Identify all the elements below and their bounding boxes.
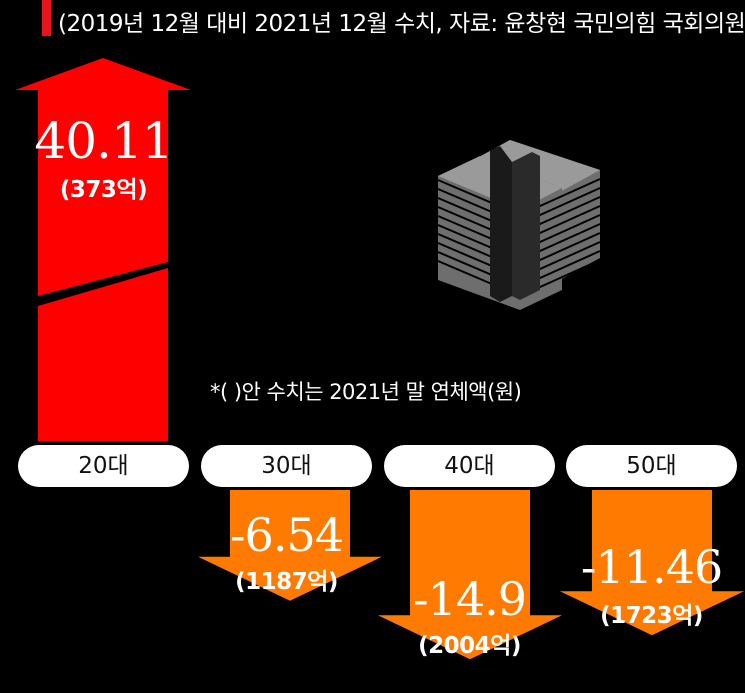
chart-subtitle: (2019년 12월 대비 2021년 12월 수치, 자료: 윤창현 국민의힘… [58,11,745,37]
amount-label: (2004억) [418,633,521,659]
data-label: -14.9 [413,572,527,626]
data-label: 40.11 [34,112,173,170]
data-label: -11.46 [580,540,723,594]
amount-label: (1723억) [600,603,703,629]
footnote: *( )안 수치는 2021년 말 연체액(원) [210,380,522,404]
amount-label: (1187억) [235,569,338,595]
bar-arrow-down [560,490,744,636]
category-label: 40대 [384,445,555,487]
bar-arrow-up [15,58,191,296]
bar-arrow-down [198,490,382,601]
money-stack-icon [437,140,601,310]
category-label: 20대 [18,445,189,487]
title-marker [42,0,51,36]
category-label: 50대 [566,445,737,487]
bar-arrow-down [378,490,562,660]
bar-arrow-up [38,268,168,441]
category-label: 30대 [201,445,372,487]
data-label: -6.54 [230,508,344,562]
amount-label: (373억) [59,177,148,203]
